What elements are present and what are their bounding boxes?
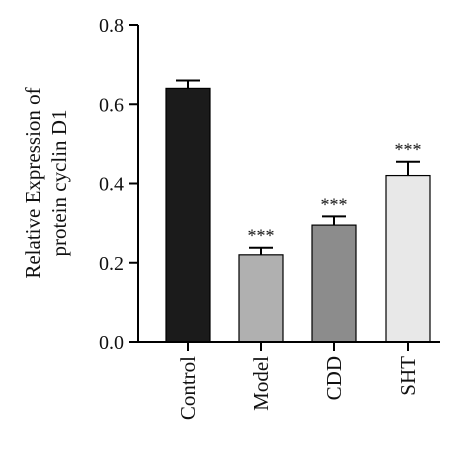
y-axis-label-line: protein cyclin D1 <box>47 110 71 257</box>
significance-label-cdd: *** <box>321 194 348 214</box>
x-tick-label-model: Model <box>249 356 273 411</box>
significance-label-sht: *** <box>395 140 422 160</box>
x-tick-label-control: Control <box>176 356 200 420</box>
bars: *** *** *** <box>165 79 431 343</box>
y-tick-label: 0.0 <box>99 332 124 354</box>
y-axis: 0.0 0.2 0.4 0.6 0.8 <box>99 15 139 354</box>
y-tick-label: 0.8 <box>99 15 124 37</box>
x-tick-label-sht: SHT <box>396 356 420 396</box>
x-tick-label-cdd: CDD <box>322 356 346 400</box>
x-axis: Control Model CDD SHT <box>138 341 440 420</box>
bar-model <box>238 254 284 343</box>
y-axis-label: Relative Expression of protein cyclin D1 <box>21 87 71 278</box>
y-axis-label-line: Relative Expression of <box>21 87 45 278</box>
bar-cdd <box>311 224 357 343</box>
y-tick-label: 0.4 <box>99 174 124 196</box>
y-tick-label: 0.2 <box>99 253 124 275</box>
significance-label-model: *** <box>248 226 275 246</box>
y-tick-label: 0.6 <box>99 94 124 116</box>
bar-control <box>165 87 211 343</box>
bar-sht <box>385 174 431 343</box>
